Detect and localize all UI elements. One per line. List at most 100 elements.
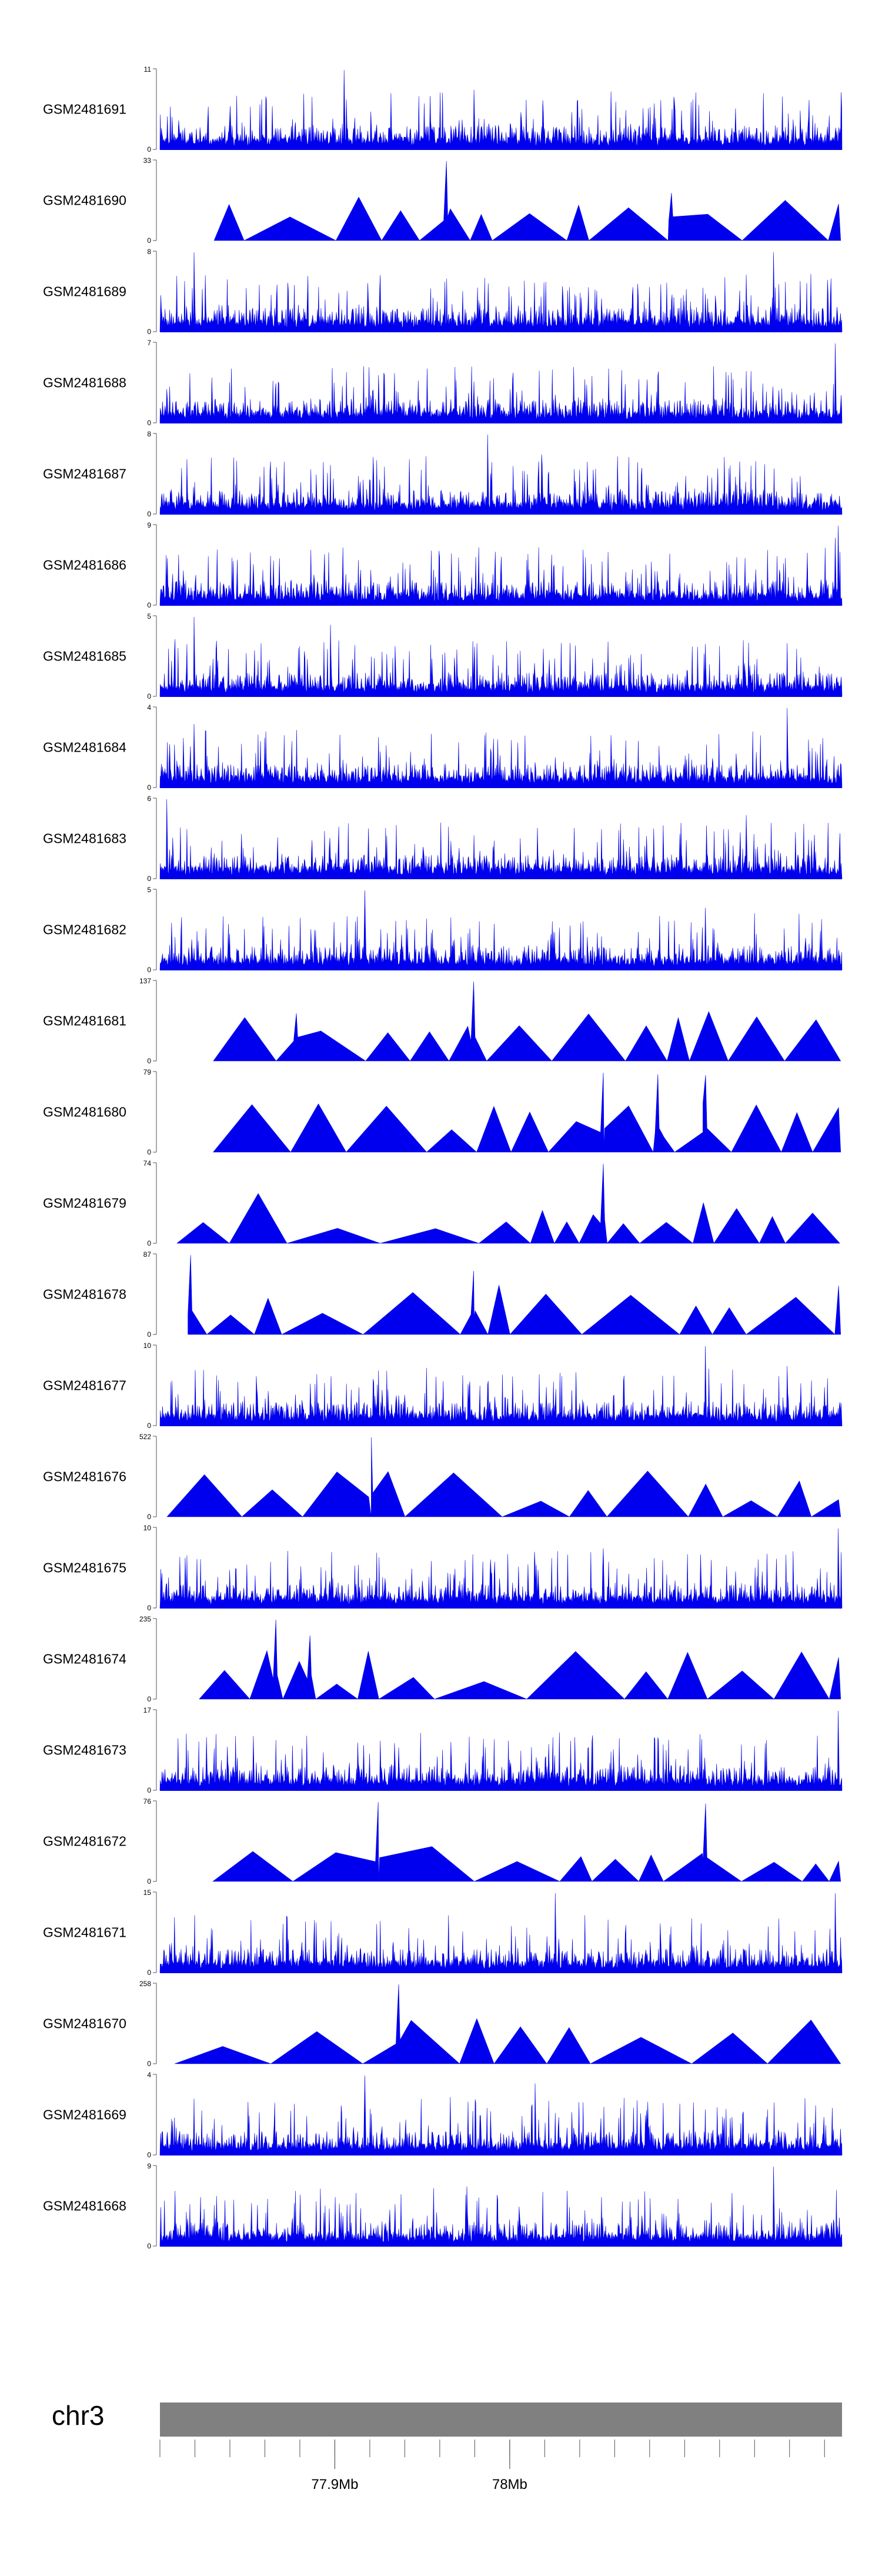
track-GSM2481682: GSM2481682 5 0	[43, 886, 843, 974]
track-label: GSM2481686	[43, 558, 126, 573]
track-GSM2481668: GSM2481668 9 0	[43, 2162, 843, 2250]
track-GSM2481670: GSM2481670 258 0	[43, 1980, 841, 2068]
track-label: GSM2481668	[43, 2198, 126, 2214]
signal-area	[166, 1437, 841, 1517]
y-max-label: 258	[139, 1980, 151, 1988]
signal-area	[159, 343, 843, 423]
track-GSM2481688: GSM2481688 7 0	[43, 339, 843, 427]
y-max-label: 8	[147, 248, 151, 256]
track-label: GSM2481683	[43, 831, 126, 846]
track-label: GSM2481677	[43, 1378, 126, 1393]
track-label: GSM2481672	[43, 1834, 126, 1849]
y-max-label: 8	[147, 430, 151, 438]
y-min-label: 0	[147, 1877, 151, 1886]
track-label: GSM2481689	[43, 284, 126, 299]
y-min-label: 0	[147, 2060, 151, 2068]
track-GSM2481683: GSM2481683 6 0	[43, 795, 843, 883]
track-label: GSM2481682	[43, 922, 126, 937]
signal-area	[159, 69, 843, 150]
signal-area	[212, 1801, 841, 1882]
track-GSM2481677: GSM2481677 10 0	[43, 1342, 843, 1430]
track-label: GSM2481679	[43, 1196, 126, 1211]
y-max-label: 17	[143, 1706, 152, 1714]
track-GSM2481681: GSM2481681 137 0	[43, 977, 841, 1065]
chromosome-ideogram: chr3 77.9Mb 78Mb	[52, 2400, 842, 2492]
track-label: GSM2481684	[43, 740, 126, 755]
y-min-label: 0	[147, 966, 151, 974]
y-min-label: 0	[147, 236, 151, 245]
signal-area	[159, 1346, 843, 1426]
y-min-label: 0	[147, 2151, 151, 2159]
y-max-label: 7	[147, 339, 151, 347]
track-label: GSM2481675	[43, 1560, 126, 1576]
track-label: GSM2481688	[43, 375, 126, 391]
y-min-label: 0	[147, 1422, 151, 1430]
genomic-x-axis: 77.9Mb 78Mb	[159, 2440, 825, 2492]
signal-area	[176, 1163, 840, 1244]
y-max-label: 76	[143, 1797, 152, 1806]
y-min-label: 0	[147, 1513, 151, 1521]
track-label: GSM2481681	[43, 1013, 126, 1029]
y-min-label: 0	[147, 875, 151, 883]
track-label: GSM2481676	[43, 1469, 126, 1484]
signal-area	[213, 161, 841, 241]
signal-area	[199, 1619, 841, 1700]
y-max-label: 10	[143, 1342, 152, 1350]
track-GSM2481675: GSM2481675 10 0	[43, 1524, 843, 1612]
track-GSM2481691: GSM2481691 11 0	[43, 65, 843, 154]
chromosome-label: chr3	[52, 2400, 104, 2431]
signal-area	[159, 799, 843, 879]
y-max-label: 4	[147, 2071, 151, 2079]
track-GSM2481672: GSM2481672 76 0	[43, 1797, 841, 1886]
track-GSM2481680: GSM2481680 79 0	[43, 1068, 841, 1156]
signal-area	[159, 708, 843, 788]
y-max-label: 10	[143, 1524, 152, 1532]
y-min-label: 0	[147, 783, 151, 792]
y-max-label: 79	[143, 1068, 152, 1076]
y-min-label: 0	[147, 1239, 151, 1247]
y-max-label: 5	[147, 612, 151, 620]
signal-area	[159, 1710, 843, 1791]
signal-area	[159, 434, 843, 515]
track-label: GSM2481680	[43, 1105, 126, 1120]
track-label: GSM2481678	[43, 1287, 126, 1302]
y-min-label: 0	[147, 1786, 151, 1794]
signal-area	[174, 1984, 841, 2064]
y-min-label: 0	[147, 419, 151, 427]
y-min-label: 0	[147, 1330, 151, 1339]
y-max-label: 522	[139, 1433, 151, 1441]
track-label: GSM2481687	[43, 466, 126, 482]
y-min-label: 0	[147, 1968, 151, 1977]
signal-area	[213, 1072, 841, 1153]
y-max-label: 15	[143, 1888, 152, 1897]
signal-area	[159, 1528, 843, 1609]
track-GSM2481669: GSM2481669 4 0	[43, 2071, 843, 2159]
track-GSM2481674: GSM2481674 235 0	[43, 1615, 841, 1703]
y-max-label: 87	[143, 1250, 152, 1259]
track-GSM2481689: GSM2481689 8 0	[43, 248, 843, 336]
signal-area	[159, 525, 843, 606]
y-max-label: 9	[147, 2162, 151, 2170]
y-min-label: 0	[147, 1057, 151, 1065]
y-min-label: 0	[147, 1695, 151, 1703]
signal-area	[159, 1893, 843, 1973]
track-GSM2481676: GSM2481676 522 0	[43, 1433, 841, 1521]
signal-area	[159, 2075, 843, 2155]
track-label: GSM2481671	[43, 1925, 126, 1940]
y-max-label: 74	[143, 1159, 152, 1167]
y-min-label: 0	[147, 601, 151, 609]
track-GSM2481684: GSM2481684 4 0	[43, 703, 843, 792]
y-min-label: 0	[147, 510, 151, 518]
y-max-label: 137	[139, 977, 151, 985]
track-GSM2481673: GSM2481673 17 0	[43, 1706, 843, 1794]
track-label: GSM2481685	[43, 649, 126, 664]
y-max-label: 9	[147, 521, 151, 529]
signal-area	[188, 1254, 841, 1335]
y-max-label: 235	[139, 1615, 151, 1623]
y-max-label: 11	[144, 65, 152, 74]
y-min-label: 0	[147, 692, 151, 700]
y-max-label: 33	[143, 156, 152, 165]
x-tick-label: 77.9Mb	[311, 2477, 358, 2492]
y-max-label: 5	[147, 886, 151, 894]
